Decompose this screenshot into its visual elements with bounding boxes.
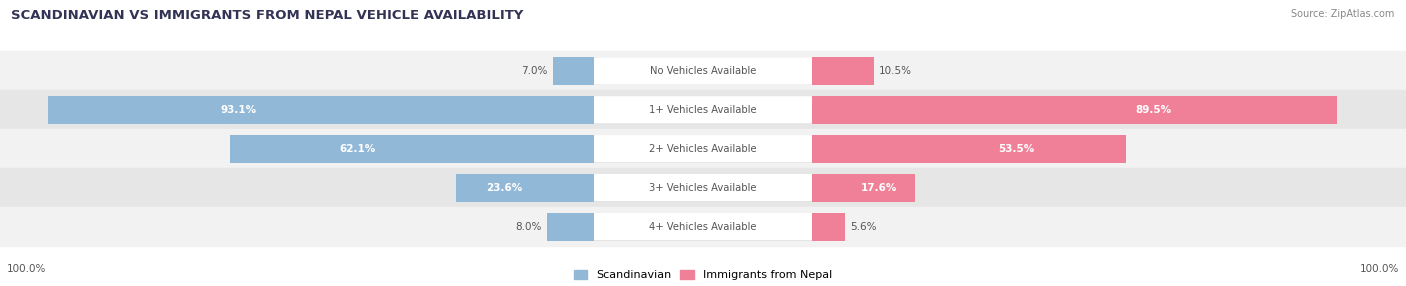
FancyBboxPatch shape: [588, 174, 818, 202]
Text: 93.1%: 93.1%: [221, 105, 257, 115]
Text: 8.0%: 8.0%: [515, 222, 541, 231]
FancyBboxPatch shape: [200, 132, 623, 165]
FancyBboxPatch shape: [770, 94, 1379, 126]
Text: 10.5%: 10.5%: [879, 66, 912, 76]
Text: 5.6%: 5.6%: [851, 222, 877, 231]
Legend: Scandinavian, Immigrants from Nepal: Scandinavian, Immigrants from Nepal: [574, 270, 832, 281]
Text: No Vehicles Available: No Vehicles Available: [650, 66, 756, 76]
Text: 1+ Vehicles Available: 1+ Vehicles Available: [650, 105, 756, 115]
Text: 100.0%: 100.0%: [1360, 264, 1399, 274]
Text: 17.6%: 17.6%: [860, 183, 897, 192]
Text: SCANDINAVIAN VS IMMIGRANTS FROM NEPAL VEHICLE AVAILABILITY: SCANDINAVIAN VS IMMIGRANTS FROM NEPAL VE…: [11, 9, 523, 21]
Text: 62.1%: 62.1%: [339, 144, 375, 154]
FancyBboxPatch shape: [588, 96, 818, 124]
FancyBboxPatch shape: [588, 57, 818, 85]
Text: 89.5%: 89.5%: [1136, 105, 1171, 115]
Text: 4+ Vehicles Available: 4+ Vehicles Available: [650, 222, 756, 231]
Text: Source: ZipAtlas.com: Source: ZipAtlas.com: [1291, 9, 1395, 19]
Text: 7.0%: 7.0%: [522, 66, 547, 76]
Text: 100.0%: 100.0%: [7, 264, 46, 274]
FancyBboxPatch shape: [804, 171, 924, 204]
FancyBboxPatch shape: [810, 210, 848, 243]
FancyBboxPatch shape: [807, 55, 879, 87]
FancyBboxPatch shape: [588, 212, 818, 241]
FancyBboxPatch shape: [588, 135, 818, 163]
Text: 53.5%: 53.5%: [998, 144, 1035, 154]
FancyBboxPatch shape: [787, 132, 1152, 165]
Text: 2+ Vehicles Available: 2+ Vehicles Available: [650, 144, 756, 154]
Text: 23.6%: 23.6%: [486, 183, 522, 192]
FancyBboxPatch shape: [4, 94, 638, 126]
FancyBboxPatch shape: [543, 210, 598, 243]
FancyBboxPatch shape: [444, 171, 605, 204]
Text: 3+ Vehicles Available: 3+ Vehicles Available: [650, 183, 756, 192]
FancyBboxPatch shape: [550, 55, 598, 87]
